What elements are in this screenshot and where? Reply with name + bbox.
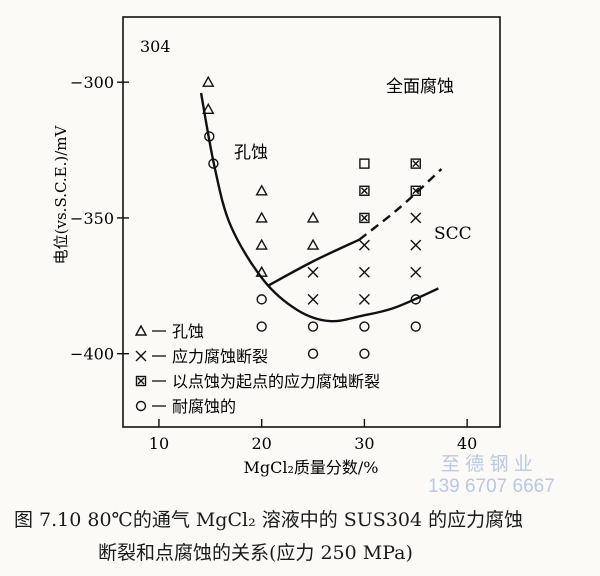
solid-boundary-curve [267, 238, 360, 287]
cross-data-point [358, 239, 370, 251]
legend-cross-icon [135, 350, 147, 362]
circle-data-point [204, 131, 215, 142]
annotation-scc: SCC [434, 224, 472, 244]
boxed-cross-data-point-inner [360, 187, 368, 195]
cross-data-point [358, 293, 370, 305]
boxed-cross-data-point [410, 185, 421, 196]
triangle-data-point [306, 238, 320, 250]
x-tick-label: 20 [251, 434, 271, 453]
legend-label: 孔蚀 [172, 322, 204, 341]
annotation-general-corrosion: 全面腐蚀 [386, 77, 454, 97]
watermark-phone: 139 6707 6667 [428, 476, 555, 497]
x-axis-label: MgCl₂质量分数/% [244, 458, 379, 477]
cross-data-point [307, 293, 319, 305]
boxed-cross-data-point [359, 212, 370, 224]
triangle-data-point [202, 102, 215, 115]
circle-data-point [256, 294, 267, 305]
x-tick-label: 30 [354, 434, 374, 453]
circle-data-point [410, 294, 421, 305]
x-tick-label: 10 [149, 434, 169, 453]
x-tick-label: 40 [457, 434, 477, 453]
circle-data-point [307, 321, 319, 332]
plot-frame [122, 16, 501, 428]
dashed-boundary-curve [358, 168, 443, 241]
triangle-data-point [306, 211, 320, 223]
triangle-data-point [255, 238, 268, 250]
y-axis-label: 电位(vs.S.C.E.)/mV [52, 124, 70, 264]
cross-data-point [410, 212, 422, 224]
cross-data-point [358, 266, 370, 278]
boxed-cross-data-point-inner [360, 214, 368, 222]
boxed-cross-data-point-inner [412, 187, 420, 195]
circle-data-point [256, 321, 267, 332]
legend-circle-icon [135, 400, 147, 412]
triangle-data-point [255, 265, 268, 277]
panel-label: 304 [140, 37, 171, 56]
y-tick-label: −400 [70, 345, 114, 364]
legend-boxed-cross-icon-inner [137, 377, 145, 385]
watermark-name: 至 德 钢 业 [441, 454, 533, 475]
circle-data-point [307, 348, 319, 359]
legend-triangle-icon [134, 324, 148, 336]
figure-caption-line1: 图 7.10 80℃的通气 MgCl₂ 溶液中的 SUS304 的应力腐蚀 [14, 509, 524, 531]
triangle-data-point [255, 184, 268, 196]
square-data-point [359, 158, 370, 169]
figure-caption-line2: 断裂和点腐蚀的关系(应力 250 MPa) [98, 542, 413, 564]
boxed-cross-data-point [410, 158, 421, 169]
legend-label: 应力腐蚀断裂 [172, 347, 268, 366]
legend-label: 以点蚀为起点的应力腐蚀断裂 [172, 372, 380, 391]
cross-data-point [410, 239, 422, 251]
annotation-pitting: 孔蚀 [234, 143, 268, 163]
triangle-data-point [202, 75, 215, 87]
boxed-cross-data-point-inner [412, 160, 420, 168]
boxed-cross-data-point [359, 185, 370, 196]
legend-boxed-cross-icon [135, 375, 147, 387]
legend-label: 耐腐蚀的 [172, 397, 236, 416]
circle-data-point [208, 158, 219, 169]
triangle-data-point [255, 211, 268, 223]
y-tick-label: −300 [70, 73, 114, 92]
circle-data-point [359, 348, 370, 359]
circle-data-point [359, 321, 370, 332]
solid-boundary-curve [199, 92, 439, 323]
cross-data-point [307, 266, 319, 278]
y-tick-label: −350 [70, 209, 114, 228]
circle-data-point [410, 321, 421, 332]
cross-data-point [410, 266, 422, 278]
